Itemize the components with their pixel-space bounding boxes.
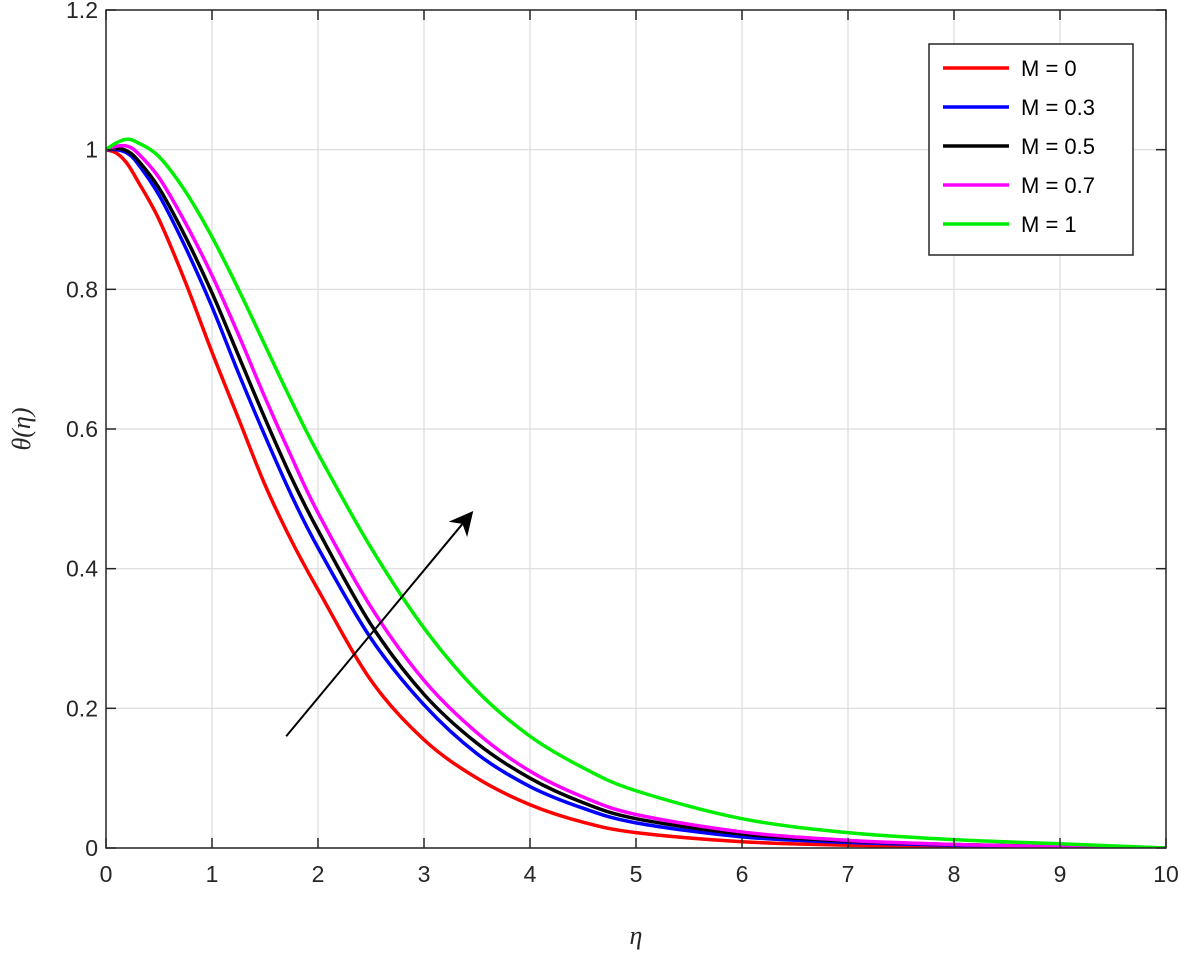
y-tick-label: 0.4 — [66, 556, 98, 582]
x-tick-label: 3 — [418, 861, 431, 887]
x-tick-label: 2 — [312, 861, 325, 887]
x-tick-label: 9 — [1054, 861, 1067, 887]
y-tick-label: 0.2 — [66, 695, 98, 721]
annotation-group — [285, 510, 474, 737]
legend-box — [928, 43, 1134, 256]
y-tick-label: 0 — [85, 835, 98, 861]
legend-label-4: M = 1 — [1021, 212, 1077, 237]
series-line-4 — [106, 137, 1166, 848]
x-tick-label: 5 — [630, 861, 643, 887]
ticks: 0 1 2 3 4 5 6 7 8 9 10 0 0.2 0.4 0.6 0.8 1 1.2 — [66, 0, 1179, 887]
legend-label-1: M = 0.3 — [1021, 95, 1095, 120]
legend: M = 0 M = 0.3 M = 0.5 M = 0.7 M = 1 — [928, 43, 1134, 256]
x-tick-label: 8 — [948, 861, 961, 887]
x-axis-label: η — [630, 921, 643, 950]
y-tick-label: 1.2 — [66, 0, 98, 23]
x-tick-label: 7 — [842, 861, 855, 887]
x-tick-label: 6 — [736, 861, 749, 887]
y-tick-label: 0.8 — [66, 276, 98, 302]
x-tick-label: 10 — [1153, 861, 1179, 887]
y-tick-label: 0.6 — [66, 416, 98, 442]
legend-label-0: M = 0 — [1021, 56, 1077, 81]
legend-label-3: M = 0.7 — [1021, 173, 1095, 198]
y-tick-label: 1 — [85, 137, 98, 163]
x-tick-label: 4 — [524, 861, 537, 887]
x-tick-label: 0 — [100, 861, 113, 887]
x-tick-label: 1 — [206, 861, 219, 887]
legend-label-2: M = 0.5 — [1021, 134, 1095, 159]
y-axis-label: θ(η) — [7, 408, 36, 451]
trend-arrow — [285, 510, 474, 737]
